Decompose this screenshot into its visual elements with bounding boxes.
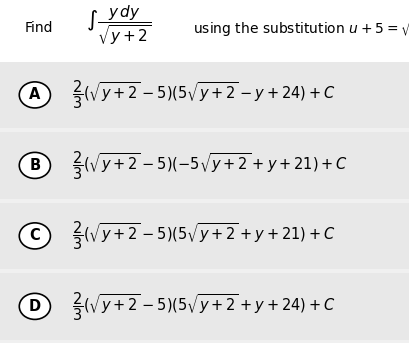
Text: D: D	[29, 299, 41, 314]
Circle shape	[19, 82, 50, 108]
Circle shape	[19, 223, 50, 249]
Text: Find: Find	[25, 21, 53, 35]
FancyBboxPatch shape	[0, 203, 409, 269]
Text: $\dfrac{2}{3}(\sqrt{y+2}-5)(-5\sqrt{y+2}+y+21)+C$: $\dfrac{2}{3}(\sqrt{y+2}-5)(-5\sqrt{y+2}…	[72, 149, 347, 182]
Text: A: A	[29, 87, 40, 103]
Text: $\dfrac{2}{3}(\sqrt{y+2}-5)(5\sqrt{y+2}+y+24)+C$: $\dfrac{2}{3}(\sqrt{y+2}-5)(5\sqrt{y+2}+…	[72, 290, 335, 323]
Text: $\int \dfrac{y\,dy}{\sqrt{y+2}}$: $\int \dfrac{y\,dy}{\sqrt{y+2}}$	[86, 3, 151, 47]
Text: using the substitution $u+5=\sqrt{y+2}$.: using the substitution $u+5=\sqrt{y+2}$.	[192, 17, 409, 39]
Text: C: C	[29, 228, 40, 244]
FancyBboxPatch shape	[0, 132, 409, 199]
FancyBboxPatch shape	[0, 62, 409, 128]
Text: $\dfrac{2}{3}(\sqrt{y+2}-5)(5\sqrt{y+2}-y+24)+C$: $\dfrac{2}{3}(\sqrt{y+2}-5)(5\sqrt{y+2}-…	[72, 79, 335, 111]
FancyBboxPatch shape	[0, 273, 409, 340]
Circle shape	[19, 293, 50, 319]
FancyBboxPatch shape	[0, 0, 409, 62]
Circle shape	[19, 152, 50, 178]
Text: B: B	[29, 158, 40, 173]
Text: $\dfrac{2}{3}(\sqrt{y+2}-5)(5\sqrt{y+2}+y+21)+C$: $\dfrac{2}{3}(\sqrt{y+2}-5)(5\sqrt{y+2}+…	[72, 220, 335, 252]
